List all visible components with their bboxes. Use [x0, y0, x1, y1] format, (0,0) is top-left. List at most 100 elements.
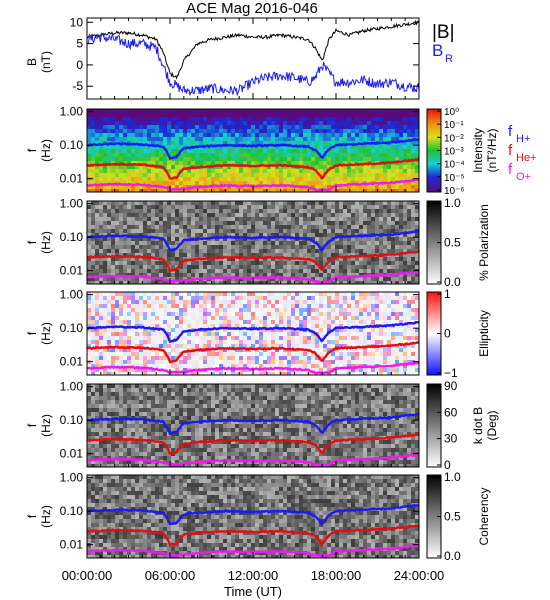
colorbar-label-unit: (nT²/Hz) — [485, 129, 499, 173]
y-tick-label: 10 — [70, 15, 84, 29]
series-line-radial — [87, 32, 419, 96]
series-line-o-plus — [87, 269, 419, 284]
spectrogram-panel: 1.00 0.10 0.01 f (Hz) 1.0 0.5 0.0 Coherency — [25, 470, 491, 563]
y-axis-label: f — [25, 514, 39, 518]
series-line-he-plus — [87, 249, 419, 273]
colorbar-tick-label: 0.5 — [444, 510, 461, 524]
colorbar-tick-label: 10⁻⁵ — [444, 173, 465, 184]
y-tick-label: 0.01 — [60, 264, 84, 278]
colorbar — [426, 383, 442, 468]
colorbar-tick-label: 10⁻² — [444, 133, 464, 144]
x-axis: 00:00:00 06:00:00 12:00:00 18:00:00 24:0… — [62, 568, 445, 599]
colorbar-tick-label: 30 — [444, 432, 458, 446]
series-line-o-plus — [87, 178, 419, 192]
colorbar-tick-label: 1.0 — [444, 196, 461, 210]
field-ylabel-2: (nT) — [39, 51, 53, 73]
colorbar-tick-label: 0.0 — [444, 275, 461, 289]
x-tick-label: 24:00:00 — [394, 568, 445, 583]
y-tick-label: 0.10 — [60, 413, 84, 427]
colorbar-label: k dot B — [471, 407, 485, 444]
series-line-magnitude — [87, 19, 419, 80]
legend-o-plus-sub: O+ — [516, 171, 531, 183]
y-tick-label: 0.01 — [60, 538, 84, 552]
legend-h-plus-sub: H+ — [516, 133, 530, 145]
colorbar-tick-label: 10⁻⁴ — [444, 160, 465, 171]
y-tick-label: 1.00 — [60, 105, 84, 119]
x-tick-label: 12:00:00 — [228, 568, 279, 583]
colorbar-tick-label: 0 — [444, 458, 451, 472]
y-axis-label-unit: (Hz) — [39, 414, 53, 437]
spectrogram-image — [87, 201, 419, 284]
series-line-h-plus — [87, 503, 419, 526]
spectrogram-image — [87, 384, 419, 467]
series-line-he-plus — [87, 433, 419, 455]
spectrogram-image — [87, 292, 419, 375]
colorbar-label-unit: (Deg) — [485, 410, 499, 440]
colorbar-label: Ellipticity — [477, 310, 491, 357]
y-tick-label: 0.10 — [60, 230, 84, 244]
y-axis-label: f — [25, 240, 39, 244]
y-tick-label: 0.10 — [60, 321, 84, 335]
legend-he-plus-sub: He+ — [516, 152, 537, 164]
y-tick-label: 0.10 — [60, 504, 84, 518]
colorbar-tick-label: 90 — [444, 379, 458, 393]
colorbar-tick-label: 60 — [444, 405, 458, 419]
series-line-he-plus — [87, 340, 419, 364]
x-tick-label: 18:00:00 — [311, 568, 362, 583]
legend-radial-subscript: R — [445, 53, 453, 65]
colorbar-tick-label: 10⁰ — [444, 107, 459, 118]
legend-he-plus-f: f — [508, 142, 513, 159]
spectrogram-image — [87, 109, 419, 192]
legend-h-plus-f: f — [508, 123, 513, 140]
y-tick-label: 0.01 — [60, 172, 84, 186]
series-line-h-plus — [87, 320, 419, 343]
spectrogram-panel: 1.00 0.10 0.01 f (Hz) 1 0 −1 Ellipticity — [25, 287, 491, 380]
y-axis-label: f — [25, 331, 39, 335]
y-axis-label-unit: (Hz) — [39, 505, 53, 528]
field-ylabel-1: B — [25, 58, 39, 66]
colorbar-tick-label: 10⁻⁶ — [444, 186, 465, 197]
y-axis-label: f — [25, 148, 39, 152]
colorbar-tick-label: 1.0 — [444, 470, 461, 484]
legend-radial: B — [432, 41, 443, 60]
spectrogram-image — [87, 475, 419, 558]
colorbar-tick-label: 1 — [444, 287, 451, 301]
series-line-he-plus — [87, 524, 419, 548]
y-tick-label: 0.01 — [60, 447, 84, 461]
y-tick-label: 1.00 — [60, 197, 84, 211]
colorbar-tick-label: −1 — [444, 366, 458, 380]
series-line-o-plus — [87, 361, 419, 375]
colorbar-tick-label: 10⁻³ — [444, 147, 464, 158]
series-line-h-plus — [87, 137, 419, 160]
series-line-he-plus — [87, 157, 419, 180]
y-tick-label: 1.00 — [60, 471, 84, 485]
figure-title: ACE Mag 2016-046 — [186, 0, 318, 17]
y-axis-label: f — [25, 423, 39, 427]
y-tick-label: 0.01 — [60, 355, 84, 369]
y-axis-label-unit: (Hz) — [39, 139, 53, 162]
y-axis-label-unit: (Hz) — [39, 322, 53, 345]
colorbar-label: Intensity — [471, 128, 485, 173]
spectrogram-panel: 1.00 0.10 0.01 f (Hz) 90 60 30 0 k dot B (Deg) — [25, 379, 499, 472]
y-tick-label: 1.00 — [60, 380, 84, 394]
y-tick-label: 0 — [76, 58, 83, 72]
x-axis-label: Time (UT) — [224, 584, 282, 599]
series-line-h-plus — [87, 229, 419, 252]
y-tick-label: 0.10 — [60, 138, 84, 152]
colorbar-tick-label: 0.0 — [444, 549, 461, 563]
legend-magnitude: |B| — [432, 22, 455, 43]
colorbar-label: % Polarization — [477, 204, 491, 281]
x-tick-label: 06:00:00 — [145, 568, 196, 583]
x-tick-label: 00:00:00 — [62, 568, 113, 583]
spectrogram-panel: 1.00 0.10 0.01 f (Hz) 1.0 0.5 0.0 % Polarization — [25, 196, 491, 289]
spectrogram-panel: 1.00 0.10 0.01 f (Hz) 10⁰ 10⁻¹ 10⁻² 10⁻³ 10⁻⁴ 10⁻⁵… — [25, 105, 499, 197]
y-tick-label: -5 — [72, 79, 83, 93]
gyrofrequency-legend: f H+ f He+ f O+ — [508, 123, 537, 183]
colorbar-label: Coherency — [477, 487, 491, 545]
colorbar-tick-label: 0.5 — [444, 236, 461, 250]
field-panel: 10 5 0 -5 B (nT) |B| B R — [25, 15, 455, 100]
y-axis-label-unit: (Hz) — [39, 231, 53, 254]
colorbar-tick-label: 0 — [444, 327, 451, 341]
y-tick-label: 1.00 — [60, 288, 84, 302]
